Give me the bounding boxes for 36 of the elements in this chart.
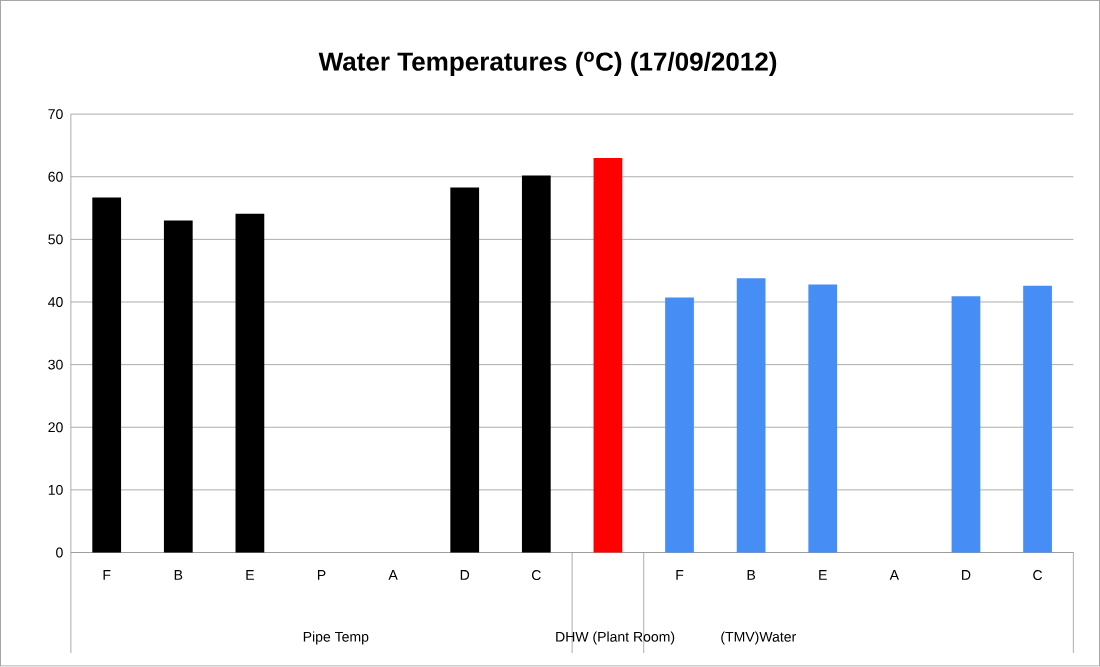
y-tick-label: 10: [48, 485, 63, 496]
text: DHW (Plant Room): [556, 631, 675, 645]
y-tick-label: 60: [48, 171, 63, 182]
y-tick-label: 40: [48, 297, 63, 308]
x-tick-label: F: [676, 570, 684, 580]
bar: [736, 278, 766, 553]
x-tick-label: A: [388, 570, 398, 580]
x-tick-label: D: [962, 570, 971, 580]
bar: [951, 296, 981, 553]
x-tick-label: P: [317, 570, 326, 580]
bar: [521, 175, 551, 553]
bar: [665, 297, 694, 553]
text: (TMV)Water: [721, 631, 796, 645]
bar: [163, 220, 193, 553]
chart-title: Water Temperatures ($^{o}$C) (17/09/2012): [318, 51, 777, 77]
x-tick-label: F: [103, 570, 111, 580]
bar: [450, 187, 480, 553]
y-tick-label: 20: [48, 422, 63, 433]
x-tick-label: A: [889, 570, 900, 580]
x-tick-label: C: [531, 570, 541, 581]
y-tick-label: 70: [48, 109, 63, 120]
x-tick-label: B: [747, 570, 756, 580]
bar: [235, 213, 265, 553]
y-tick-label: 50: [48, 234, 63, 245]
bar: [808, 284, 838, 553]
y-tick-label: 30: [48, 359, 63, 370]
bar: [1023, 285, 1052, 553]
x-tick-label: D: [460, 570, 470, 580]
x-tick-label: C: [1033, 570, 1043, 581]
bar: [593, 158, 623, 553]
text: Pipe Temp: [303, 631, 369, 645]
x-tick-label: E: [246, 570, 254, 580]
bar: [92, 197, 122, 553]
x-tick-label: E: [819, 570, 827, 580]
x-tick-label: B: [174, 570, 183, 580]
y-tick-label: 0: [56, 547, 63, 558]
